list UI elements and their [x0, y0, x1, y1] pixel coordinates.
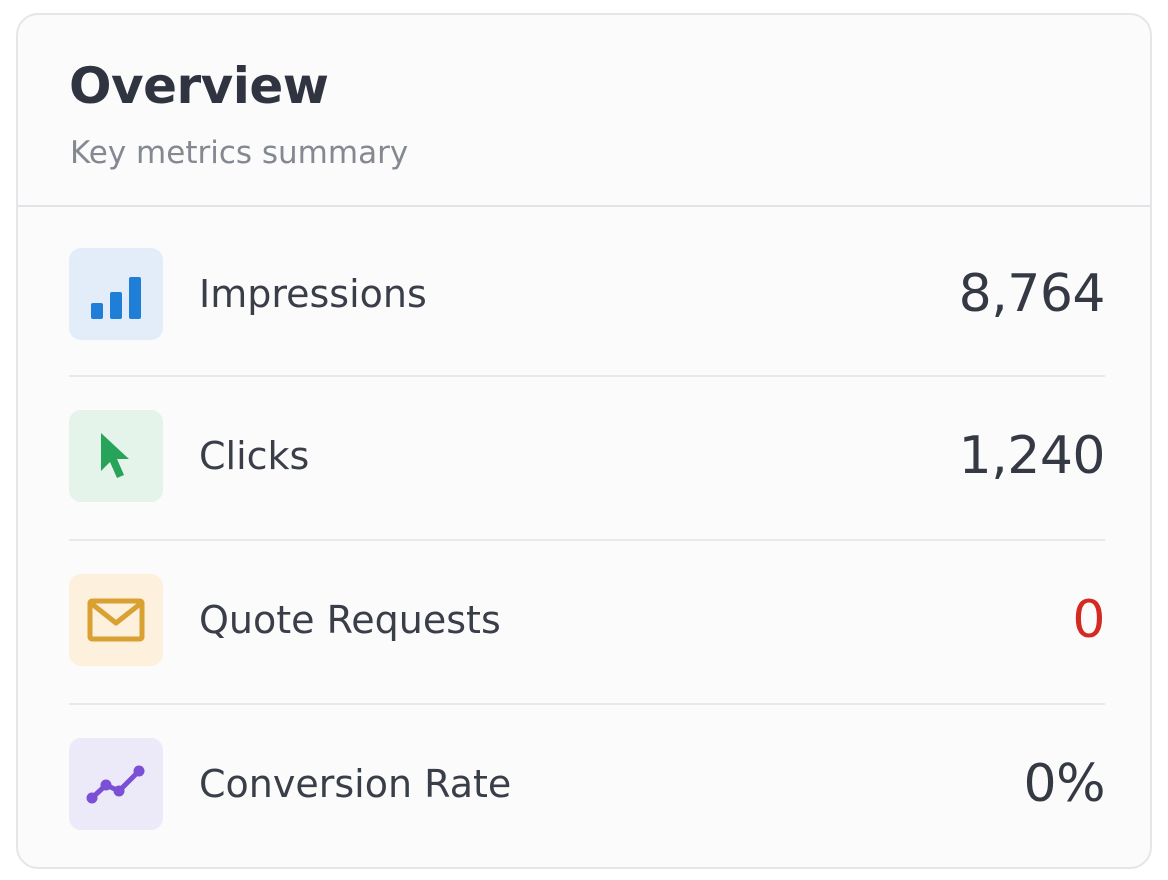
metrics-list: Impressions 8,764 Clicks 1,240 Quote Req…	[69, 207, 1106, 867]
metric-row-quote-requests: Quote Requests 0	[69, 541, 1105, 705]
cursor-icon	[69, 410, 163, 502]
trend-line-icon	[69, 738, 163, 830]
card-subtitle: Key metrics summary	[70, 135, 409, 171]
card-header: Overview Key metrics summary	[18, 15, 1150, 207]
metric-label: Conversion Rate	[199, 762, 512, 806]
metric-value: 0%	[1023, 754, 1106, 814]
metric-label: Impressions	[199, 272, 427, 316]
envelope-icon	[69, 574, 163, 666]
metric-label: Clicks	[199, 434, 310, 478]
overview-card: Overview Key metrics summary Impressions…	[16, 13, 1152, 869]
metric-row-impressions: Impressions 8,764	[69, 207, 1106, 377]
metric-value: 1,240	[958, 426, 1106, 486]
bar-chart-icon	[69, 248, 163, 340]
metric-row-conversion-rate: Conversion Rate 0%	[69, 705, 1106, 867]
metric-value: 0	[1072, 590, 1105, 650]
metric-value: 8,764	[958, 264, 1106, 324]
metric-label: Quote Requests	[199, 598, 501, 642]
metric-row-clicks: Clicks 1,240	[69, 377, 1106, 541]
card-title: Overview	[69, 57, 329, 115]
